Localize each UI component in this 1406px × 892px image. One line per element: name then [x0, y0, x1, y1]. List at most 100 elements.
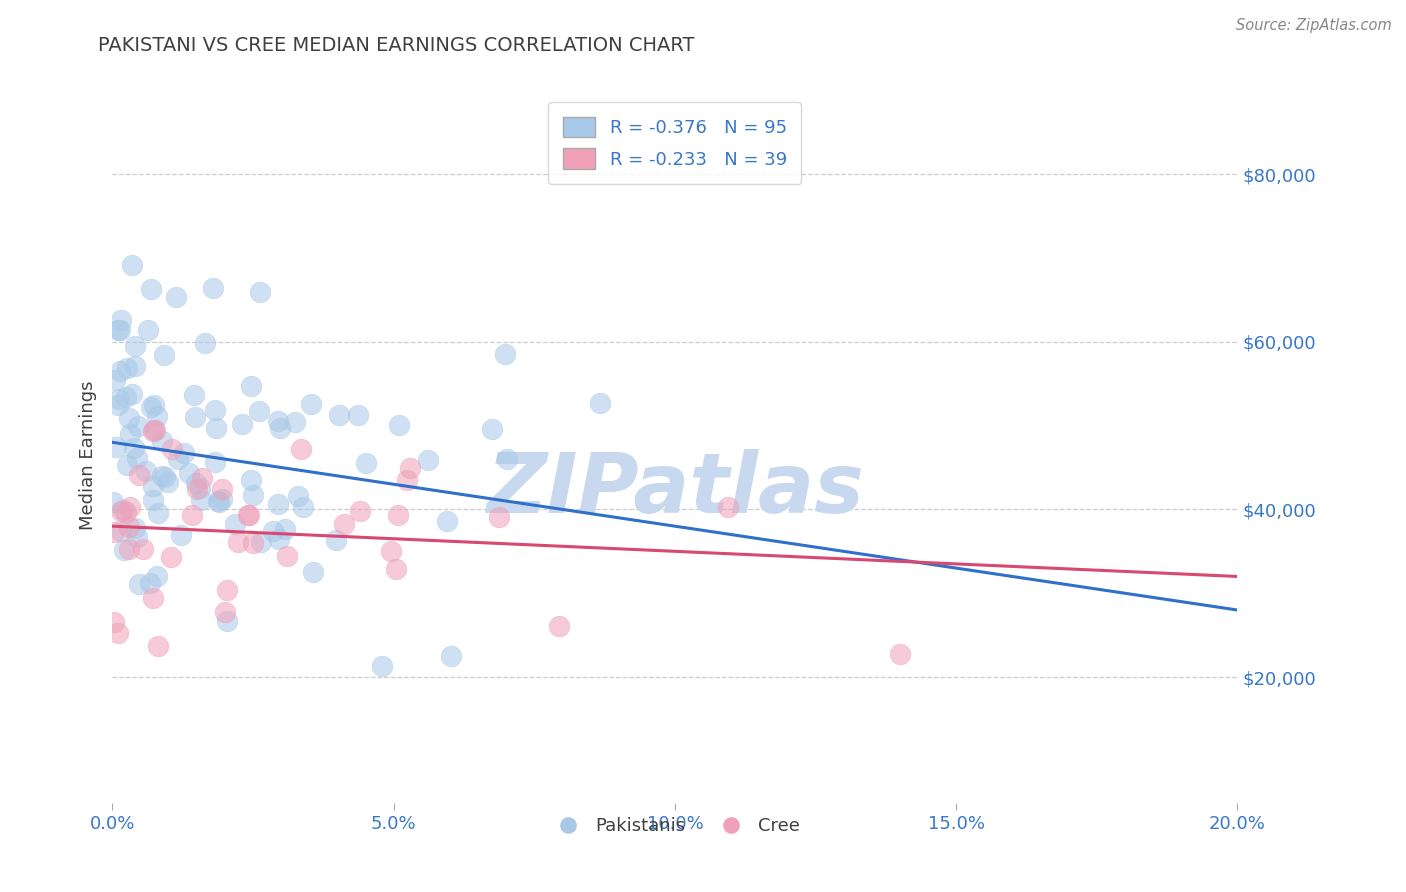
Point	[249, 535, 271, 549]
Point	[226, 534, 249, 549]
Point	[118, 542, 141, 557]
Point	[107, 625, 129, 640]
Text: ZIPatlas: ZIPatlas	[486, 450, 863, 530]
Point	[153, 348, 176, 362]
Point	[141, 400, 163, 414]
Point	[717, 500, 740, 514]
Point	[481, 422, 503, 436]
Point	[111, 503, 134, 517]
Point	[242, 536, 264, 550]
Point	[108, 364, 131, 378]
Point	[436, 514, 458, 528]
Point	[143, 399, 166, 413]
Point	[290, 442, 312, 457]
Point	[146, 639, 169, 653]
Point	[122, 441, 145, 455]
Point	[160, 442, 183, 456]
Point	[115, 504, 138, 518]
Point	[190, 493, 212, 508]
Point	[124, 521, 146, 535]
Point	[121, 258, 143, 272]
Point	[204, 403, 226, 417]
Point	[207, 494, 229, 508]
Point	[173, 446, 195, 460]
Point	[589, 396, 612, 410]
Point	[387, 508, 409, 523]
Point	[124, 359, 146, 373]
Point	[107, 323, 129, 337]
Point	[291, 500, 314, 514]
Point	[384, 561, 406, 575]
Point	[142, 479, 165, 493]
Point	[276, 549, 298, 563]
Point	[135, 464, 157, 478]
Point	[494, 347, 516, 361]
Point	[166, 451, 188, 466]
Point	[142, 591, 165, 605]
Point	[190, 481, 212, 495]
Point	[889, 647, 911, 661]
Point	[347, 408, 370, 422]
Point	[488, 509, 510, 524]
Point	[150, 434, 173, 449]
Point	[325, 533, 347, 548]
Point	[238, 508, 260, 522]
Point	[395, 473, 418, 487]
Point	[146, 506, 169, 520]
Point	[128, 576, 150, 591]
Point	[136, 323, 159, 337]
Point	[128, 467, 150, 482]
Point	[105, 440, 128, 454]
Point	[262, 524, 284, 539]
Point	[110, 524, 132, 539]
Text: PAKISTANI VS CREE MEDIAN EARNINGS CORRELATION CHART: PAKISTANI VS CREE MEDIAN EARNINGS CORREL…	[98, 36, 695, 54]
Point	[152, 469, 174, 483]
Point	[132, 541, 155, 556]
Point	[103, 615, 125, 629]
Point	[274, 522, 297, 536]
Point	[110, 504, 132, 518]
Point	[328, 408, 350, 422]
Point	[184, 409, 207, 424]
Point	[224, 517, 246, 532]
Point	[143, 423, 166, 437]
Point	[239, 378, 262, 392]
Point	[125, 530, 148, 544]
Point	[284, 416, 307, 430]
Point	[495, 452, 517, 467]
Point	[215, 614, 238, 628]
Point	[186, 475, 208, 490]
Point	[183, 388, 205, 402]
Point	[181, 508, 204, 522]
Point	[121, 387, 143, 401]
Point	[156, 475, 179, 489]
Point	[267, 497, 290, 511]
Point	[179, 467, 201, 481]
Point	[440, 648, 463, 663]
Point	[127, 419, 149, 434]
Point	[118, 500, 141, 514]
Point	[208, 495, 231, 509]
Point	[240, 474, 263, 488]
Point	[204, 455, 226, 469]
Point	[165, 290, 187, 304]
Y-axis label: Median Earnings: Median Earnings	[79, 380, 97, 530]
Point	[104, 372, 127, 386]
Point	[236, 508, 259, 523]
Point	[124, 339, 146, 353]
Point	[211, 482, 233, 496]
Point	[267, 414, 290, 428]
Point	[416, 453, 439, 467]
Point	[299, 396, 322, 410]
Point	[287, 490, 309, 504]
Point	[155, 470, 177, 484]
Point	[354, 456, 377, 470]
Point	[380, 544, 402, 558]
Point	[249, 285, 271, 299]
Point	[205, 420, 228, 434]
Point	[302, 565, 325, 579]
Point	[138, 576, 160, 591]
Point	[127, 451, 149, 466]
Point	[388, 417, 411, 432]
Point	[143, 423, 166, 437]
